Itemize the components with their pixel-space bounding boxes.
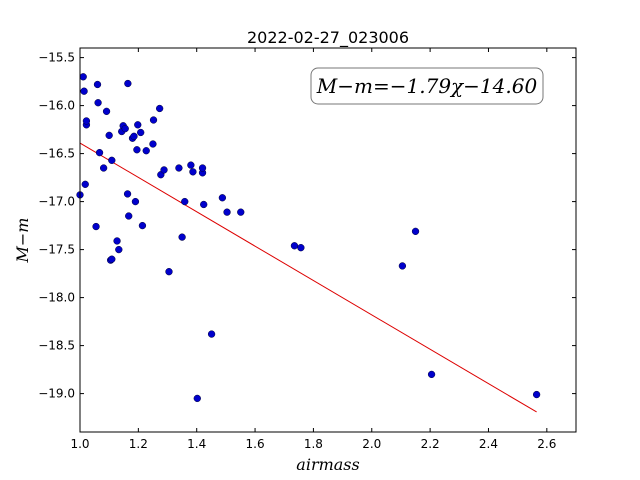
fit-line [79,142,537,413]
data-point [297,244,305,252]
y-axis-label: M−m [13,218,32,264]
annotation-text: M−m=−1.79χ−14.60 [316,74,538,98]
data-point [137,128,145,137]
data-point [189,168,197,176]
data-point [95,148,104,157]
data-point [124,79,132,88]
data-point [218,194,227,202]
data-point [427,370,436,379]
x-tick-label: 2.2 [421,437,440,451]
y-tick-label: −16.0 [38,99,75,113]
data-point [133,146,141,154]
annotation-box [310,67,544,105]
data-point [93,80,102,89]
data-point [142,147,150,155]
y-tick-label: −16.5 [38,147,75,161]
data-point [398,262,407,270]
data-point [149,140,157,148]
data-point [138,221,147,230]
data-point [290,242,299,250]
data-point [200,200,208,209]
data-point [411,227,420,236]
y-tick-label: −17.0 [38,195,75,209]
fit-annotation: M−m=−1.79χ−14.60 [310,67,544,105]
data-point [207,330,216,338]
data-point [532,390,541,399]
x-tick-label: 1.6 [246,437,265,451]
x-tick-label: 1.2 [129,437,148,451]
data-point [149,116,158,124]
x-tick-label: 1.4 [187,437,206,451]
y-tick-label: −15.5 [38,51,75,65]
data-point [187,161,195,169]
data-point [165,268,173,276]
data-point [108,255,116,263]
y-tick-label: −17.5 [38,243,75,257]
data-point [123,190,132,198]
data-point [79,73,87,81]
data-point [223,208,231,216]
y-tick-label: −18.5 [38,339,75,353]
data-point [160,166,168,174]
data-point [131,197,140,206]
y-tick-label: −19.0 [38,387,75,401]
x-axis-label: airmass [296,455,359,474]
data-point [125,212,133,220]
data-point [99,164,108,172]
data-point [92,222,100,231]
data-point [102,107,111,116]
data-point [81,180,89,188]
data-point [113,237,121,245]
data-point [175,164,183,172]
plot-frame [79,47,577,433]
data-point [134,121,142,129]
data-point [108,156,116,164]
x-tick-label: 1.8 [304,437,323,451]
data-point [105,131,113,140]
data-point [121,124,129,133]
data-point [198,164,207,172]
x-tick-label: 2.4 [479,437,498,451]
y-tick-label: −18.0 [38,291,75,305]
data-point [80,87,88,95]
data-point [115,245,123,254]
data-point [193,394,201,403]
data-point [94,99,102,107]
x-tick-label: 1.0 [70,437,89,451]
chart-title: 2022-02-27_023006 [247,28,409,48]
data-point [178,233,186,241]
x-tick-label: 2.0 [362,437,381,451]
data-point [181,197,189,206]
data-point [130,132,138,140]
x-tick-label: 2.6 [537,437,556,451]
data-point [237,208,245,216]
data-point [82,117,91,125]
data-point [156,104,164,113]
